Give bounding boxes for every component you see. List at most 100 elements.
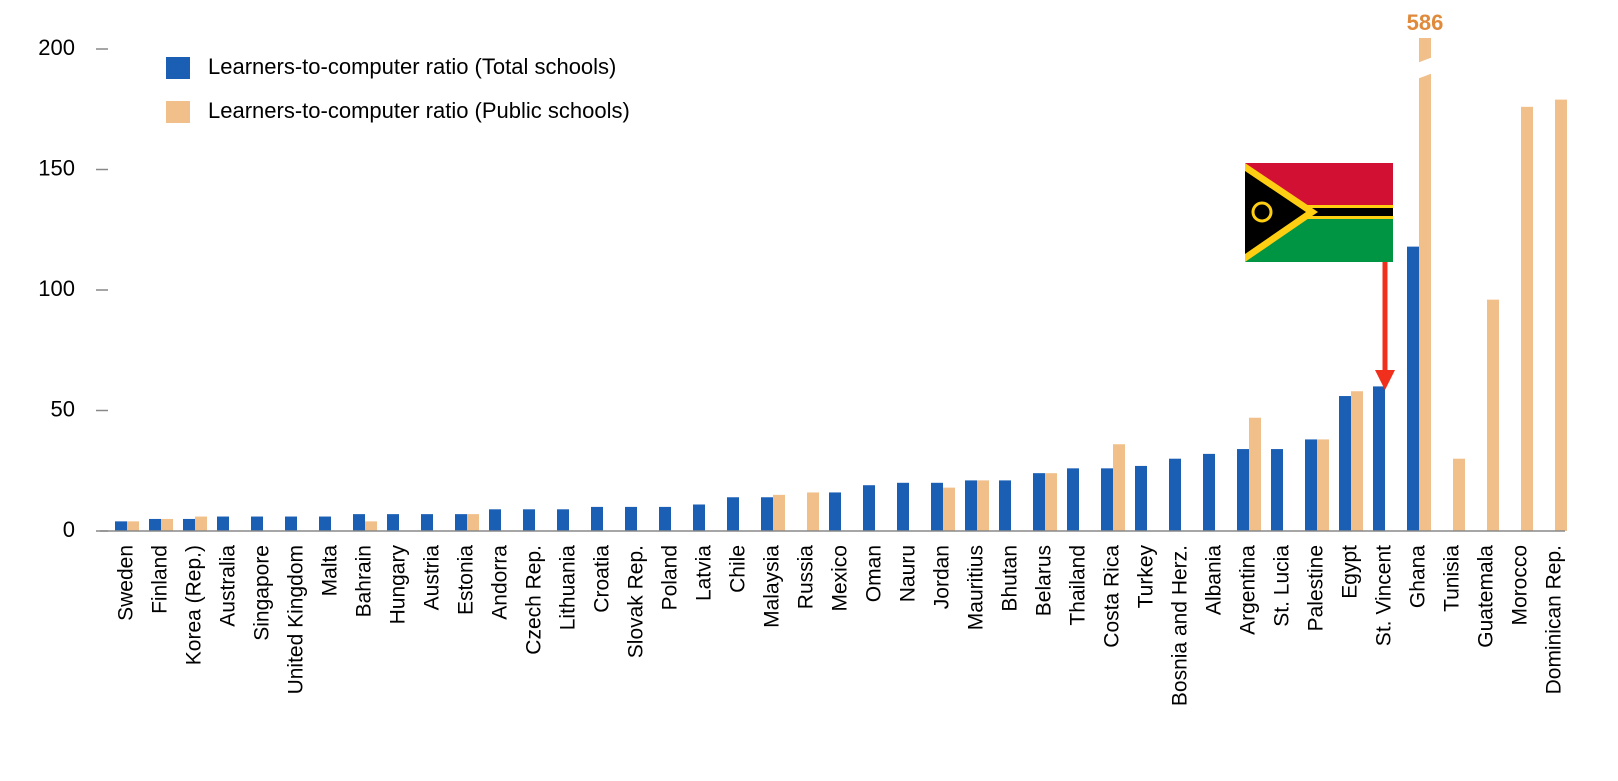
bar (183, 518, 195, 531)
bar (591, 506, 603, 531)
x-tick-label: St. Vincent (1373, 545, 1396, 646)
x-tick-label: Singapore (251, 545, 274, 641)
x-tick-label: Belarus (1033, 545, 1056, 616)
x-tick-label: Guatemala (1475, 545, 1498, 648)
x-tick-label: Slovak Rep. (625, 545, 648, 658)
legend-swatch (166, 101, 190, 123)
bar (1237, 449, 1249, 531)
bar (1521, 106, 1533, 531)
bar (977, 480, 989, 531)
x-tick-label: Australia (217, 545, 240, 627)
bar (195, 516, 207, 531)
bar (127, 521, 139, 531)
bar (421, 514, 433, 531)
x-tick-label: Dominican Rep. (1543, 545, 1566, 694)
bar (1271, 449, 1283, 531)
bar (161, 518, 173, 531)
x-tick-label: Croatia (591, 545, 614, 613)
x-tick-label: Jordan (931, 545, 954, 609)
bar (1033, 473, 1045, 531)
x-tick-label: Oman (863, 545, 886, 602)
x-tick-label: Poland (659, 545, 682, 610)
x-tick-label: Nauru (897, 545, 920, 602)
bar (1317, 439, 1329, 531)
x-tick-label: Austria (421, 545, 444, 611)
x-tick-label: Ghana (1407, 545, 1430, 608)
bar (365, 521, 377, 531)
bar (807, 492, 819, 531)
bar (1203, 453, 1215, 531)
x-tick-label: Mexico (829, 545, 852, 612)
bar (1067, 468, 1079, 531)
bar (285, 516, 297, 531)
bar (943, 487, 955, 531)
x-tick-label: Andorra (489, 545, 512, 620)
bar (251, 516, 263, 531)
x-tick-label: Hungary (387, 545, 410, 625)
bar (727, 497, 739, 531)
bar (1407, 246, 1419, 531)
bar (557, 509, 569, 531)
x-tick-label: Czech Rep. (523, 545, 546, 655)
bar (1487, 299, 1499, 531)
x-tick-label: St. Lucia (1271, 545, 1294, 627)
x-tick-label: Malta (319, 545, 342, 597)
bar (353, 514, 365, 531)
y-tick-label: 200 (38, 35, 75, 60)
bar (455, 514, 467, 531)
x-tick-label: Latvia (693, 545, 716, 601)
x-tick-label: Russia (795, 545, 818, 610)
axis-break (1417, 57, 1433, 79)
x-tick-label: Finland (149, 545, 172, 614)
bar (659, 506, 671, 531)
legend-label: Learners-to-computer ratio (Public schoo… (208, 98, 630, 123)
bar (1453, 458, 1465, 531)
x-tick-label: Sweden (115, 545, 138, 621)
bar (115, 521, 127, 531)
bar (217, 516, 229, 531)
bar (625, 506, 637, 531)
legend-swatch (166, 57, 190, 79)
y-tick-label: 50 (51, 396, 75, 421)
x-tick-label: Thailand (1067, 545, 1090, 626)
bar (1305, 439, 1317, 531)
x-tick-label: United Kingdom (285, 545, 308, 694)
x-tick-label: Egypt (1339, 545, 1362, 599)
bar (387, 514, 399, 531)
x-tick-label: Palestine (1305, 545, 1328, 631)
x-tick-label: Tunisia (1441, 545, 1464, 612)
x-tick-label: Mauritius (965, 545, 988, 630)
x-tick-label: Argentina (1237, 545, 1260, 635)
bar (467, 514, 479, 531)
x-tick-label: Estonia (455, 545, 478, 615)
bar (863, 485, 875, 531)
bar (897, 482, 909, 531)
bar (1045, 473, 1057, 531)
x-tick-label: Bosnia and Herz. (1169, 545, 1192, 706)
bar (1169, 458, 1181, 531)
bar (999, 480, 1011, 531)
bar (1373, 386, 1385, 531)
x-tick-label: Bhutan (999, 545, 1022, 612)
bar (1555, 99, 1567, 532)
bar (931, 482, 943, 531)
bar (761, 497, 773, 531)
x-tick-label: Chile (727, 545, 750, 593)
y-tick-label: 100 (38, 276, 75, 301)
x-tick-label: Albania (1203, 545, 1226, 615)
bar (1339, 396, 1351, 531)
bar (773, 494, 785, 531)
bar (1113, 444, 1125, 531)
flag (1245, 163, 1393, 262)
bar (489, 509, 501, 531)
x-tick-label: Lithuania (557, 545, 580, 631)
legend-label: Learners-to-computer ratio (Total school… (208, 54, 616, 79)
x-tick-label: Bahrain (353, 545, 376, 617)
bar (523, 509, 535, 531)
bar (319, 516, 331, 531)
bar (965, 480, 977, 531)
arrow (1375, 262, 1395, 390)
x-tick-label: Turkey (1135, 545, 1158, 609)
y-tick-label: 0 (63, 517, 75, 542)
